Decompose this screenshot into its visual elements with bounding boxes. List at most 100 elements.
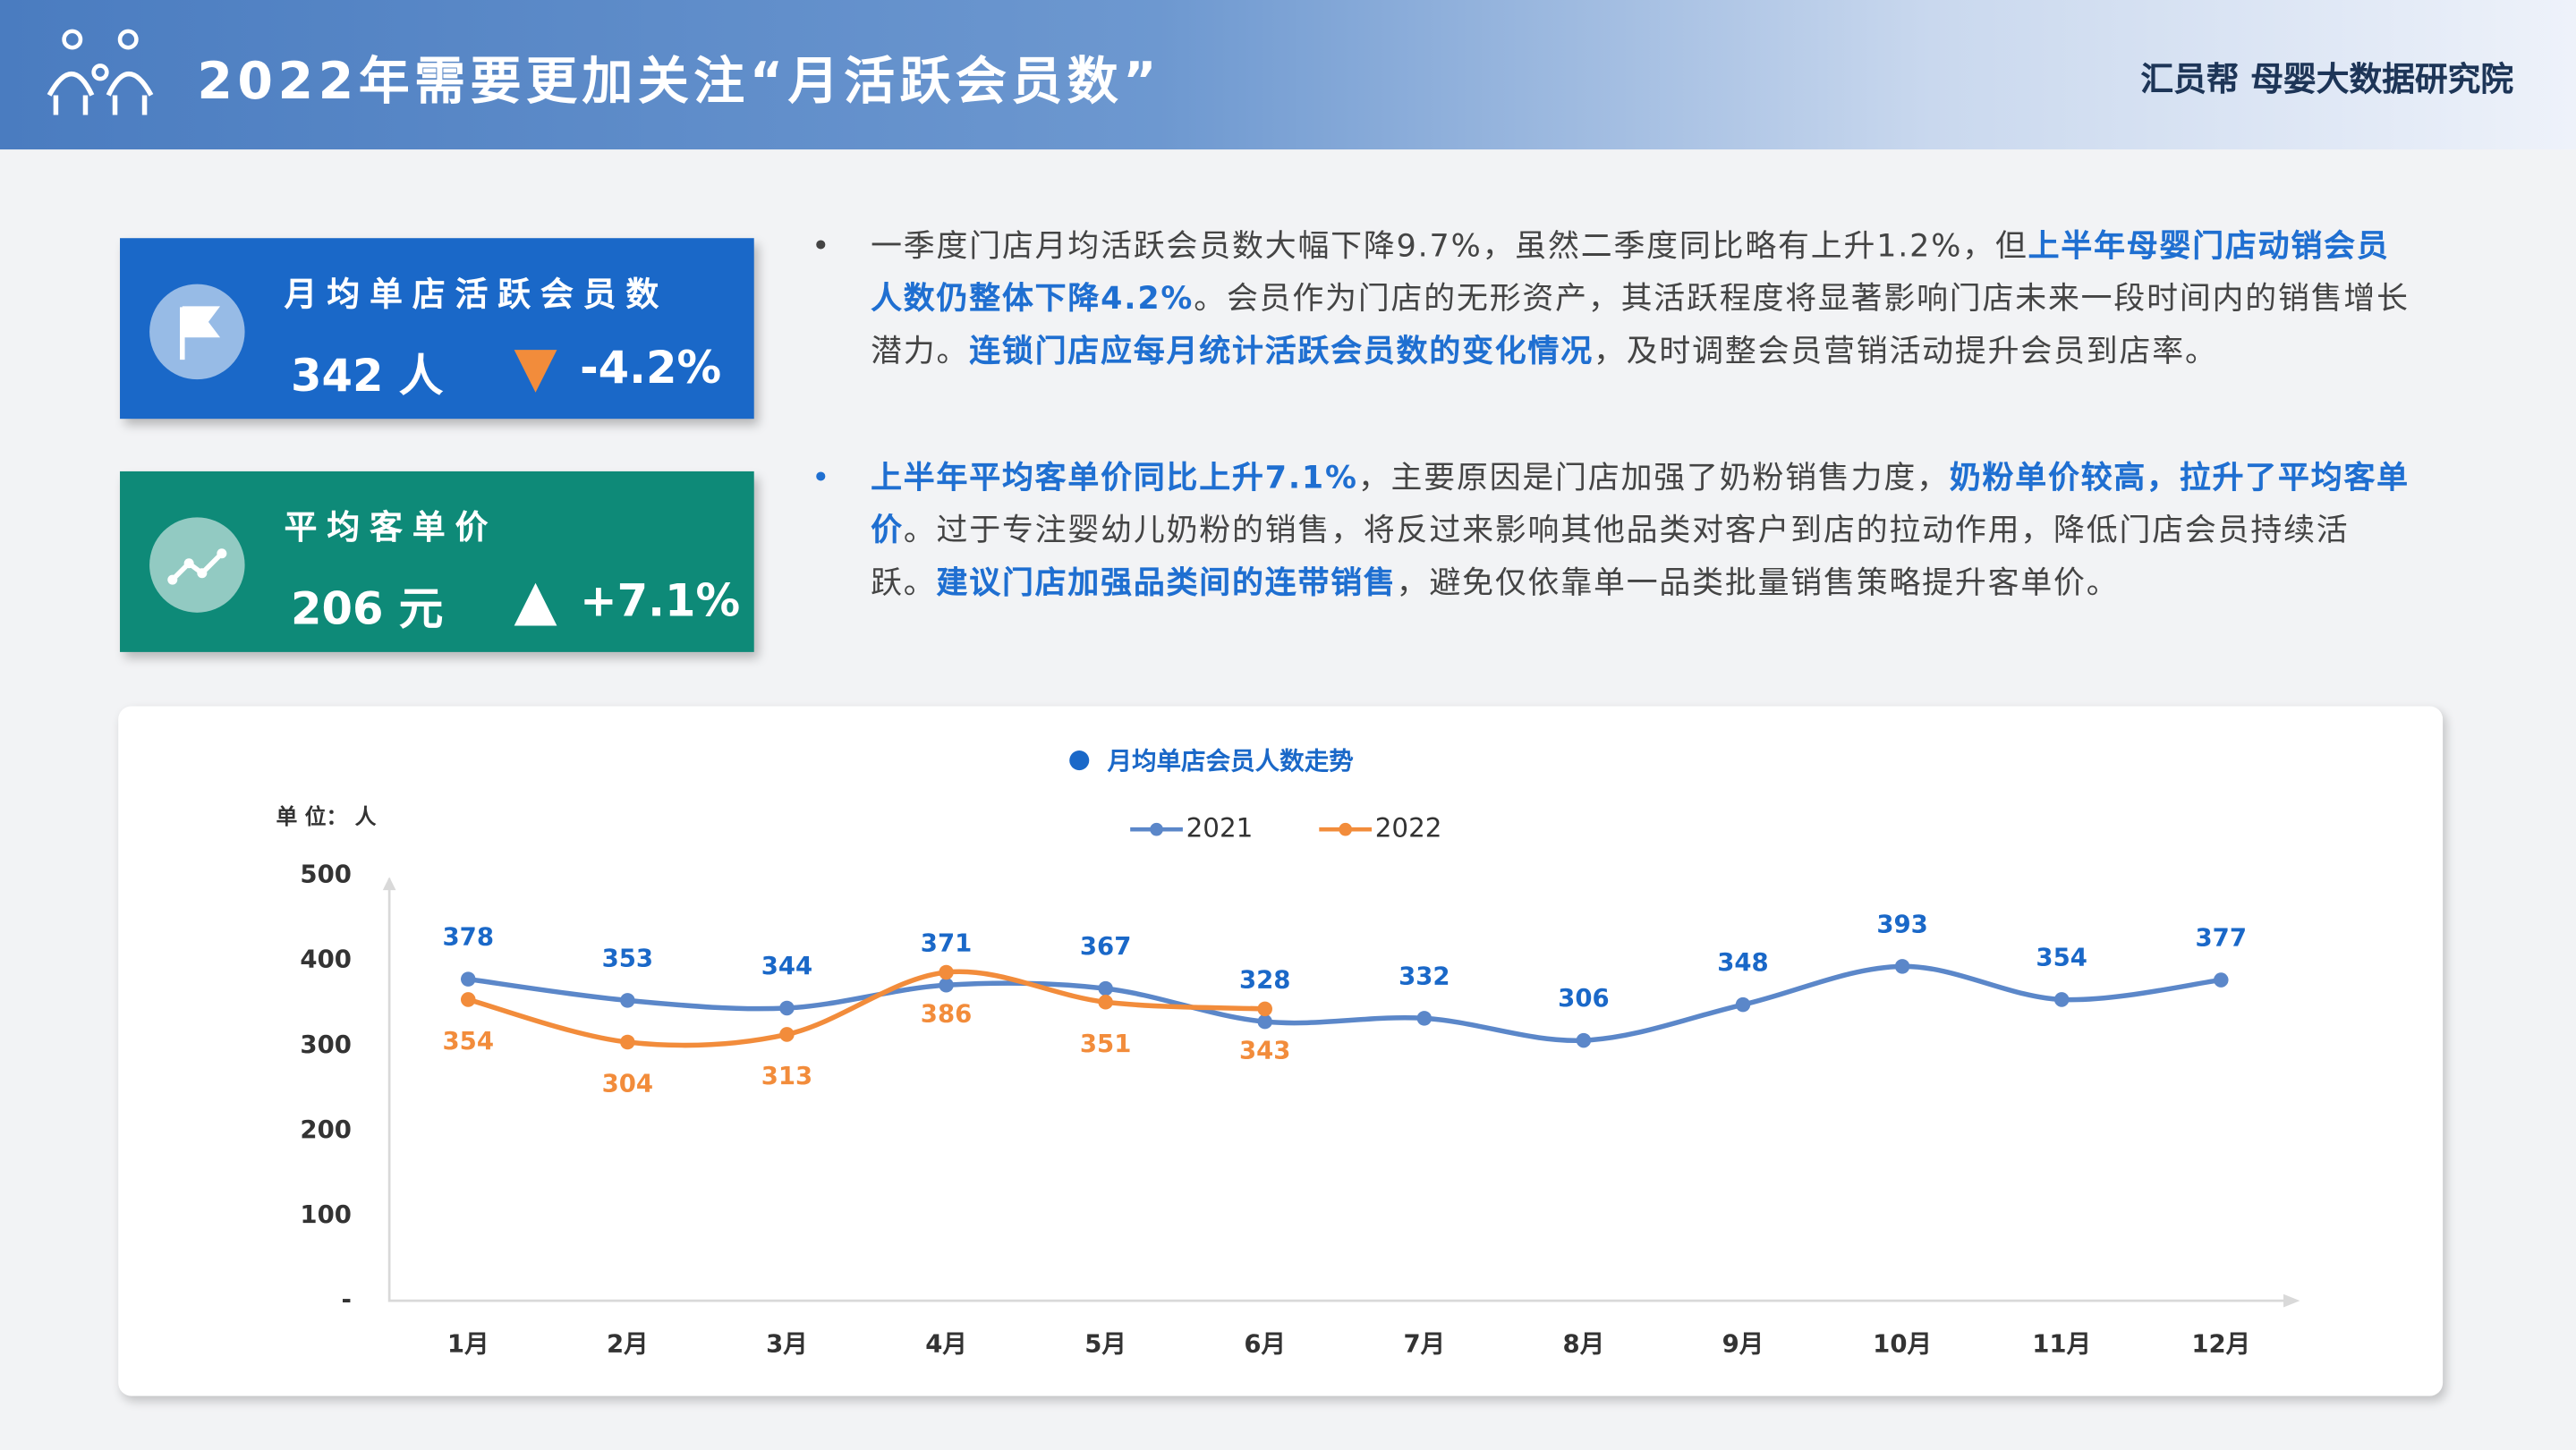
title-dot	[1069, 750, 1090, 771]
point	[1894, 959, 1910, 974]
point	[1257, 1001, 1272, 1017]
page-title: 2022年需要更加关注“月活跃会员数”	[197, 52, 1162, 112]
text: 。过于专注婴幼儿奶粉的销售，将反过来影响其他品类对客户到店的拉动作用，降低门店会…	[871, 512, 2350, 601]
data-label: 371	[921, 929, 972, 957]
y-tick-label: 400	[300, 945, 351, 974]
point	[939, 978, 954, 993]
y-tick-label: -	[341, 1285, 351, 1314]
down-arrow	[514, 350, 557, 393]
stat-card: 月均单店活跃会员数 342 人 -4.2%	[120, 238, 754, 420]
card-change: -4.2%	[580, 343, 722, 394]
point	[1576, 1032, 1592, 1048]
x-tick-label: 12月	[2191, 1330, 2250, 1359]
series-line	[467, 969, 1265, 1048]
point	[460, 971, 476, 987]
point	[2214, 972, 2229, 988]
y-tick-label: 500	[300, 861, 351, 889]
text: 。会员作为门店的无形资产，其活跃程度将显著影响门店未来一段时间内的销售增长潜力。	[871, 280, 2410, 370]
x-tick-label: 1月	[447, 1330, 489, 1359]
point	[1416, 1011, 1433, 1026]
point	[620, 1034, 635, 1050]
flag-icon	[149, 284, 245, 380]
stat-card: 平均客单价 206 元 +7.1%	[120, 471, 754, 652]
x-tick-label: 6月	[1244, 1330, 1286, 1359]
chart-panel: 月均单店会员人数走势 单 位： 人 - 100 200 300 400 500 1月 2月 3月…	[118, 706, 2444, 1396]
chart: 月均单店会员人数走势 单 位： 人 - 100 200 300 400 500 1月 2月 3月…	[276, 747, 2300, 1359]
data-label: 386	[921, 1000, 972, 1029]
data-label: 377	[2196, 924, 2247, 953]
point	[1257, 1013, 1272, 1030]
legend-label: 2021	[1186, 813, 1254, 844]
data-label: 343	[1239, 1037, 1290, 1065]
chart-title: 月均单店会员人数走势	[1106, 747, 1353, 776]
point	[779, 1000, 795, 1016]
emphasis-text: 建议门店加强品类间的连带销售	[936, 564, 1397, 601]
bullet-text: • 上半年平均客单价同比上升7.1%，主要原因是门店加强了奶粉销售力度，奶粉单价较…	[811, 460, 2410, 601]
data-label: 351	[1080, 1030, 1131, 1058]
text: ，及时调整会员营销活动提升会员到店率。	[1593, 333, 2218, 370]
x-tick-label: 11月	[2032, 1330, 2091, 1359]
text: ，避免仅依靠单一品类批量销售策略提升客单价。	[1396, 564, 2120, 601]
point	[1098, 980, 1113, 996]
emphasis-text: 连锁门店应每月统计活跃会员数的变化情况	[969, 333, 1594, 370]
x-tick-label: 10月	[1873, 1330, 1932, 1359]
card-change: +7.1%	[580, 576, 741, 628]
data-label: 306	[1558, 984, 1609, 1013]
y-tick-label: 200	[300, 1115, 351, 1144]
point	[779, 1027, 795, 1042]
data-label: 348	[1717, 948, 1768, 977]
data-label: 378	[443, 923, 494, 952]
point	[1098, 995, 1113, 1010]
point	[939, 964, 954, 980]
x-tick-label: 5月	[1084, 1330, 1126, 1359]
point	[620, 993, 635, 1008]
data-label: 332	[1399, 962, 1450, 990]
emphasis-text: 奶粉单价较高，拉升了平均客单价	[871, 460, 2410, 549]
text: ，主要原因是门店加强了奶粉销售力度，	[1357, 460, 1950, 496]
point	[1735, 996, 1751, 1013]
card-label: 月均单店活跃会员数	[284, 274, 669, 314]
data-label: 313	[761, 1062, 812, 1090]
series-line	[467, 963, 2222, 1044]
y-tick-label: 300	[300, 1030, 351, 1059]
data-label: 328	[1239, 965, 1290, 994]
emphasis-text: 上半年平均客单价同比上升7.1%	[871, 460, 1358, 496]
x-tick-label: 8月	[1563, 1330, 1605, 1359]
card-value: 206 元	[290, 584, 444, 636]
unit-label: 单 位： 人	[276, 804, 376, 829]
x-tick-label: 9月	[1722, 1330, 1764, 1359]
data-label: 354	[443, 1027, 494, 1056]
data-label: 393	[1876, 910, 1927, 938]
legend-marker	[1339, 822, 1353, 836]
brand: 汇员帮 母婴大数据研究院	[2140, 59, 2514, 99]
axes	[387, 878, 2295, 1302]
bullet-text: • 一季度门店月均活跃会员数大幅下降9.7%，虽然二季度同比略有上升1.2%，但上…	[811, 228, 2410, 370]
point	[460, 992, 476, 1007]
card-label: 平均客单价	[284, 507, 498, 547]
data-label: 354	[2036, 944, 2087, 972]
legend-marker	[1150, 822, 1163, 836]
header: 2022年需要更加关注“月活跃会员数” 汇员帮 母婴大数据研究院	[0, 0, 2576, 150]
bullet: • 上半年平均客单价同比上升7.1%，主要原因是门店加强了奶粉销售力度，奶粉单价较…	[812, 452, 2413, 609]
text: 一季度门店月均活跃会员数大幅下降9.7%，虽然二季度同比略有上升1.2%，但	[871, 228, 2028, 265]
data-label: 367	[1080, 932, 1131, 961]
data-label: 344	[761, 952, 812, 980]
x-tick-label: 7月	[1403, 1330, 1445, 1359]
axis-arrows	[382, 877, 2300, 1308]
bullet: • 一季度门店月均活跃会员数大幅下降9.7%，虽然二季度同比略有上升1.2%，但上…	[812, 220, 2413, 377]
legend-label: 2022	[1375, 813, 1442, 844]
x-tick-label: 4月	[925, 1330, 967, 1359]
up-arrow	[514, 582, 557, 626]
logo-icon	[47, 29, 154, 115]
data-label: 304	[602, 1070, 653, 1098]
x-tick-label: 2月	[607, 1330, 649, 1359]
point	[2053, 992, 2070, 1007]
emphasis-text: 上半年母婴门店动销会员人数仍整体下降4.2%	[871, 228, 2390, 318]
trend-icon	[149, 517, 245, 613]
y-tick-label: 100	[300, 1200, 351, 1229]
x-tick-label: 3月	[766, 1330, 808, 1359]
data-label: 353	[602, 944, 653, 972]
card-value: 342 人	[290, 351, 444, 403]
